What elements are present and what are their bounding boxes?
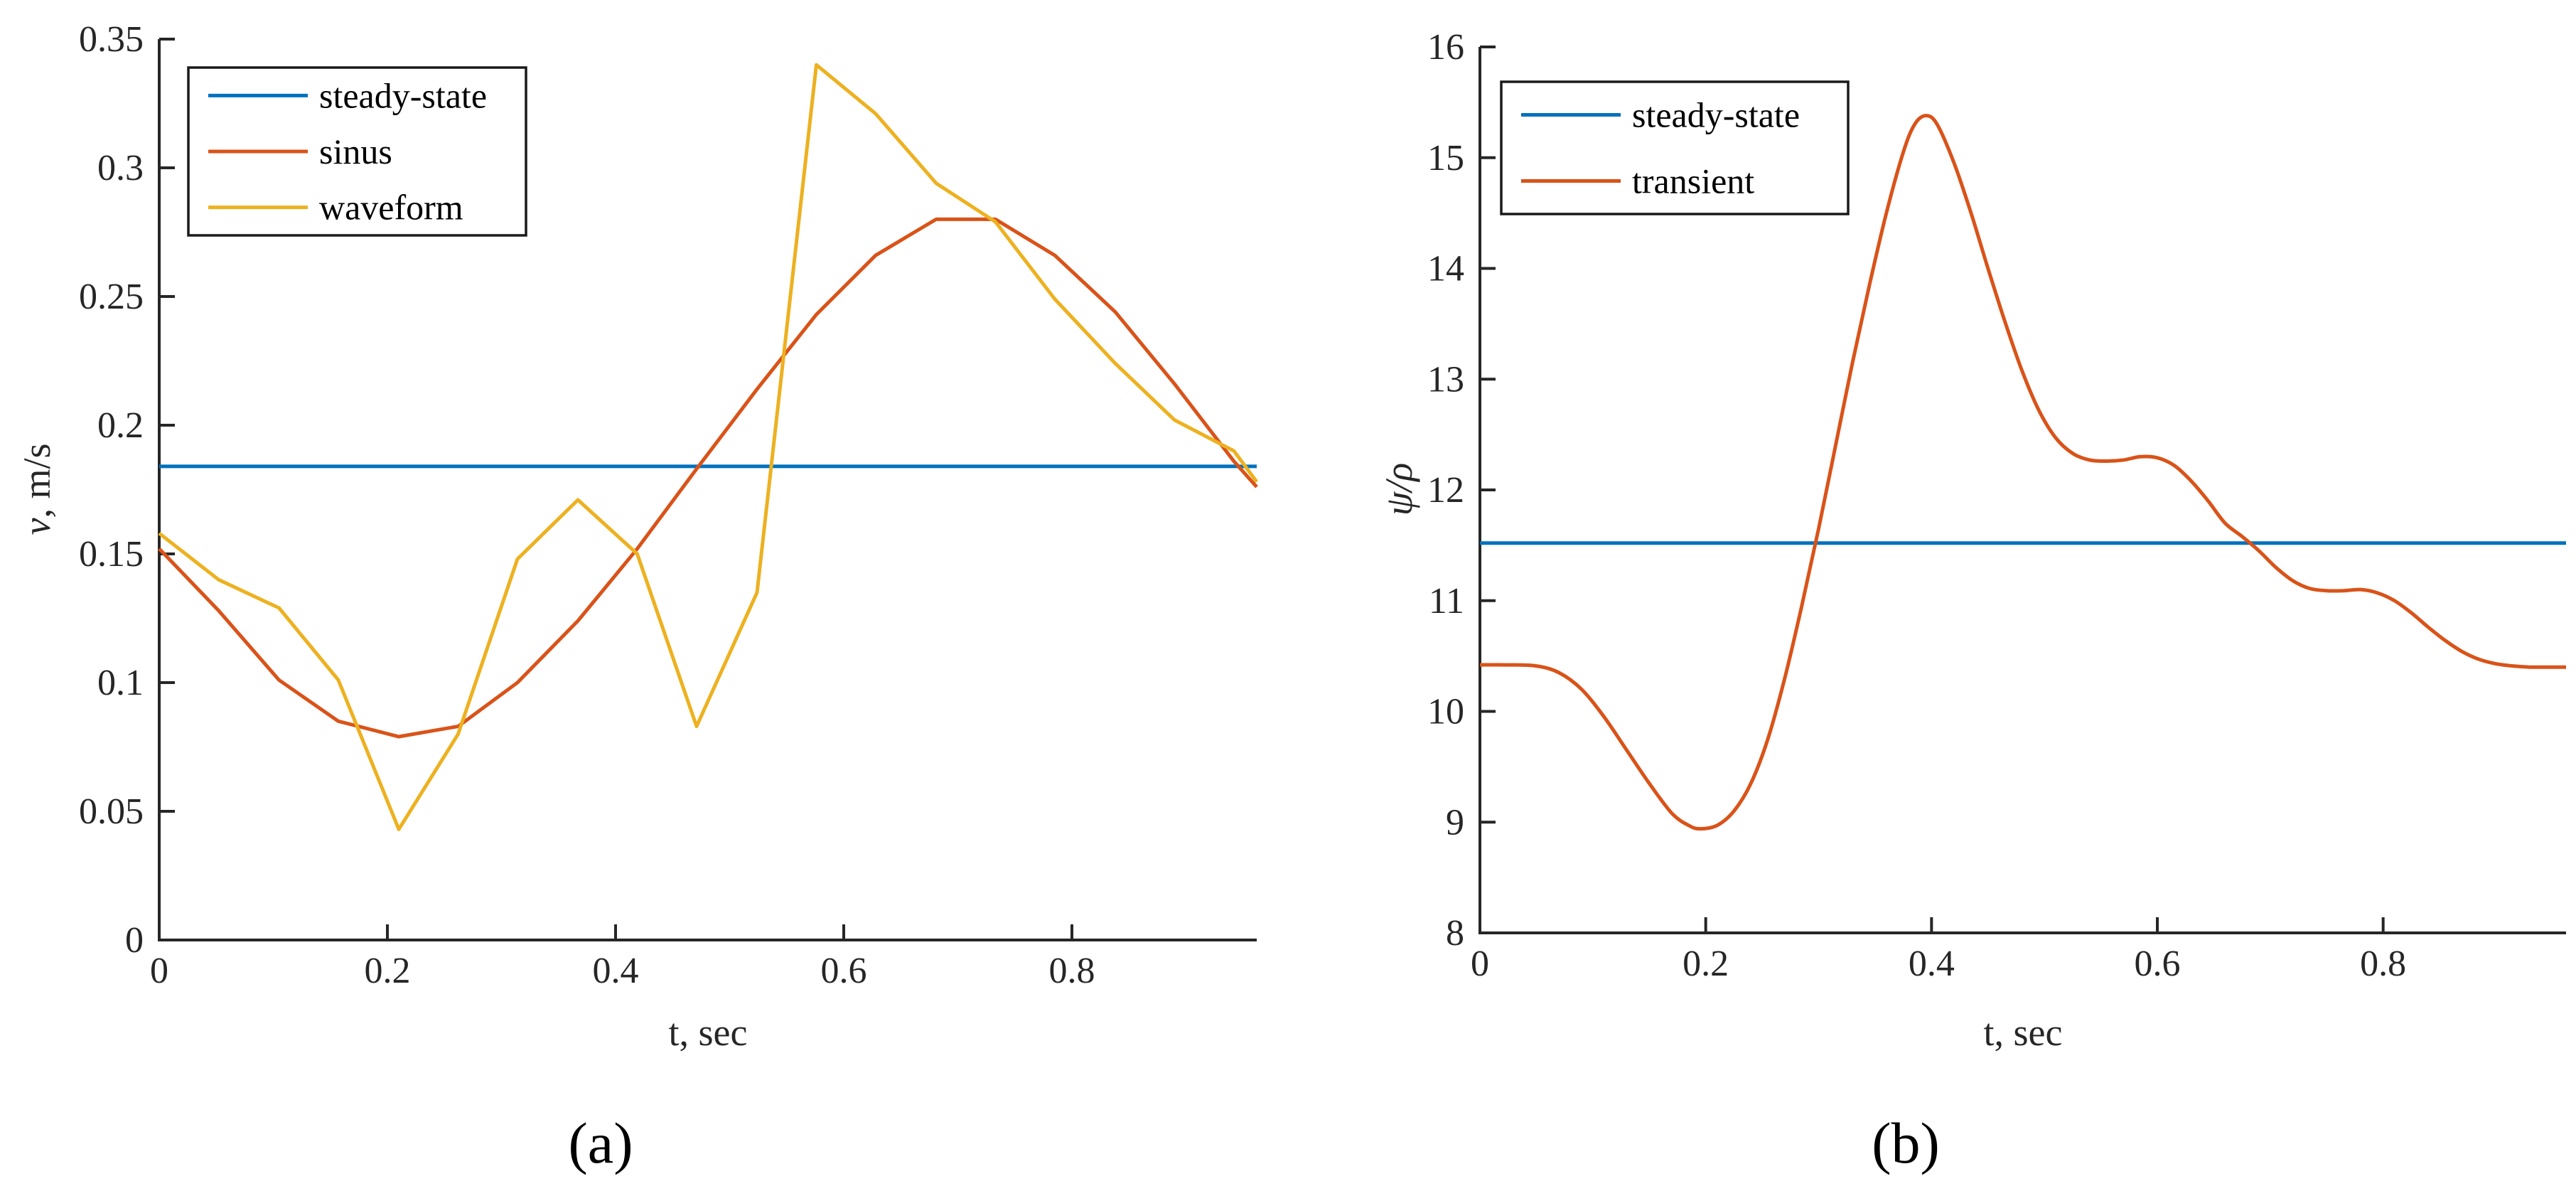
y-tick-label-b: 9	[1446, 802, 1464, 843]
legend-label-transient-b: transient	[1632, 161, 1754, 201]
y-tick-label-b: 12	[1427, 470, 1464, 511]
y-tick-label-b: 15	[1427, 138, 1464, 178]
ylabel-a-rest: , m/s	[16, 443, 58, 518]
x-tick-label-a: 0.6	[820, 951, 866, 991]
y-tick-label-a: 0.35	[79, 19, 144, 60]
y-tick-label-b: 11	[1429, 581, 1464, 621]
legend-box-b	[1500, 80, 1850, 215]
x-tick-label-a: 0.8	[1048, 951, 1095, 991]
y-tick-label-b: 10	[1427, 692, 1464, 732]
x-tick-label-a: 0.4	[592, 951, 638, 991]
y-tick-label-a: 0.25	[79, 277, 144, 317]
y-tick-label-a: 0.1	[97, 663, 144, 703]
legend-label-steady-state-a: steady-state	[319, 75, 487, 115]
y-tick-label-a: 0.05	[79, 791, 144, 832]
ylabel-b: ψ/ρ	[1377, 463, 1421, 516]
x-tick-label-b: 0.2	[1683, 944, 1729, 984]
ylabel-a: v, m/s	[15, 444, 59, 535]
caption-a: (a)	[568, 1111, 633, 1175]
caption-b: (b)	[1872, 1111, 1940, 1175]
legend-label-waveform-a: waveform	[319, 188, 463, 228]
y-tick-label-b: 8	[1446, 913, 1464, 954]
legend-label-sinus-a: sinus	[319, 132, 392, 171]
x-tick-label-b: 0	[1471, 944, 1489, 984]
y-tick-label-b: 14	[1427, 249, 1464, 289]
legend-label-steady-state-b: steady-state	[1632, 95, 1800, 135]
x-tick-label-a: 0.2	[364, 951, 410, 991]
x-tick-label-a: 0	[150, 951, 168, 991]
y-tick-label-b: 13	[1427, 359, 1464, 400]
xlabel-b: t, sec	[1984, 1010, 2063, 1054]
xlabel-a-text: t, sec	[668, 1011, 748, 1054]
x-tick-label-b: 0.6	[2135, 944, 2181, 984]
y-tick-label-a: 0.2	[97, 405, 144, 446]
series-waveform-a	[158, 63, 1259, 831]
series-sinus-a	[158, 217, 1258, 739]
ylabel-b-italic: ψ/ρ	[1378, 462, 1420, 516]
y-tick-label-a: 0.15	[79, 534, 144, 575]
ylabel-a-italic: v	[16, 518, 58, 535]
y-tick-label-b: 16	[1427, 27, 1464, 68]
xlabel-b-text: t, sec	[1983, 1011, 2063, 1054]
x-tick-label-b: 0.4	[1909, 944, 1955, 984]
xlabel-a: t, sec	[669, 1010, 748, 1054]
y-tick-label-a: 0.3	[97, 148, 144, 188]
y-tick-label-a: 0	[125, 920, 144, 961]
series-transient-b	[1479, 114, 2566, 831]
x-tick-label-b: 0.8	[2360, 944, 2406, 984]
